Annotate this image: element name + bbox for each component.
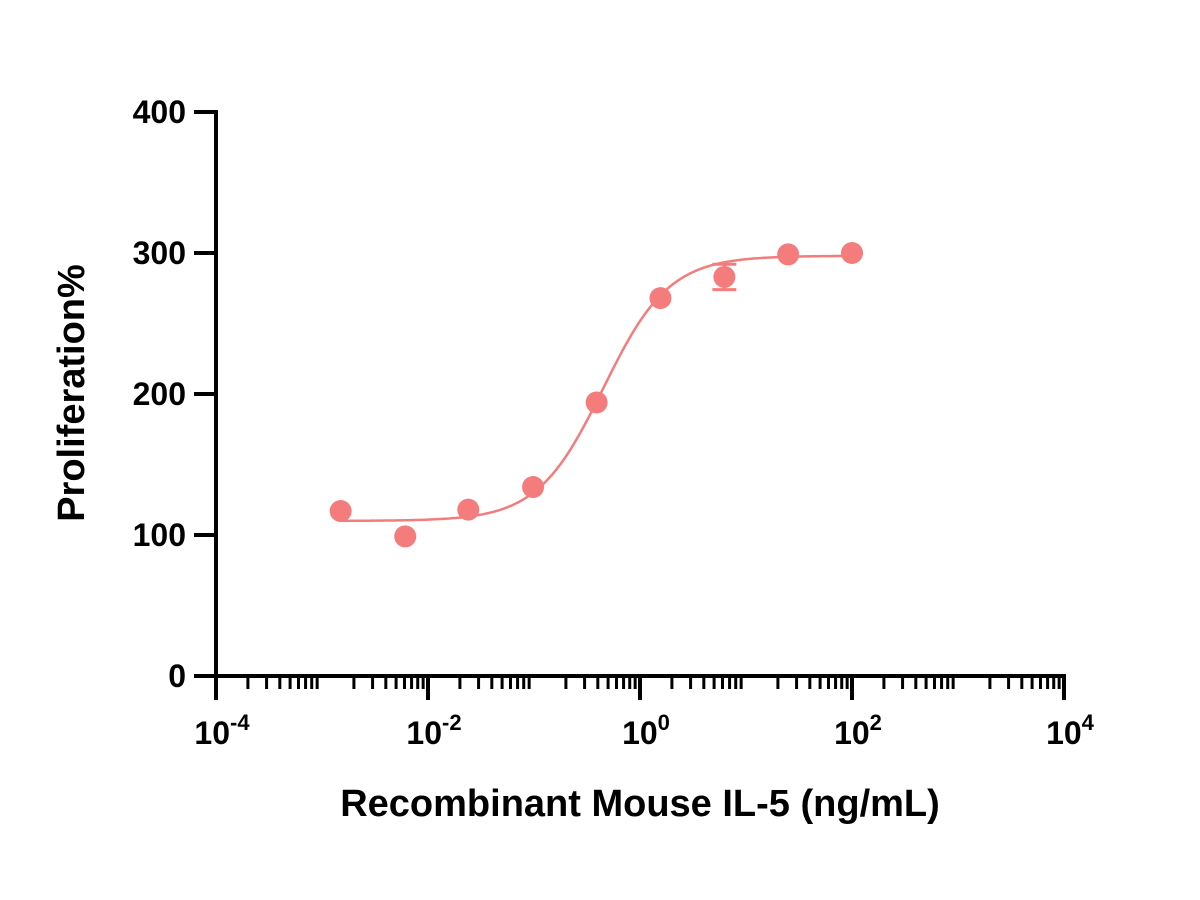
data-point bbox=[394, 525, 417, 548]
data-point bbox=[585, 391, 608, 414]
x-axis-title: Recombinant Mouse IL-5 (ng/mL) bbox=[340, 783, 940, 825]
y-tick-label: 0 bbox=[168, 658, 186, 694]
x-tick-label: 100 bbox=[622, 710, 670, 751]
data-point bbox=[522, 476, 545, 499]
x-tick-label: 10-2 bbox=[406, 710, 461, 751]
data-point bbox=[649, 287, 672, 310]
x-tick-label: 10-4 bbox=[194, 710, 250, 751]
y-axis-title: Proliferation% bbox=[51, 264, 93, 522]
plot-area bbox=[329, 242, 863, 548]
data-point bbox=[777, 243, 800, 266]
data-point bbox=[713, 265, 736, 288]
y-tick-label: 400 bbox=[133, 94, 186, 130]
y-tick-label: 200 bbox=[133, 376, 186, 412]
y-axis: 0 100 200 300 400 bbox=[133, 94, 218, 694]
data-point bbox=[841, 242, 863, 264]
data-point bbox=[329, 500, 352, 523]
fit-curve bbox=[340, 254, 853, 523]
y-tick-label: 100 bbox=[133, 517, 186, 553]
x-tick-label: 104 bbox=[1046, 710, 1095, 751]
x-axis: 10-4 10-2 100 102 104 bbox=[194, 674, 1095, 751]
x-tick-label: 102 bbox=[834, 710, 882, 751]
y-tick-label: 300 bbox=[133, 235, 186, 271]
data-point bbox=[457, 498, 480, 521]
